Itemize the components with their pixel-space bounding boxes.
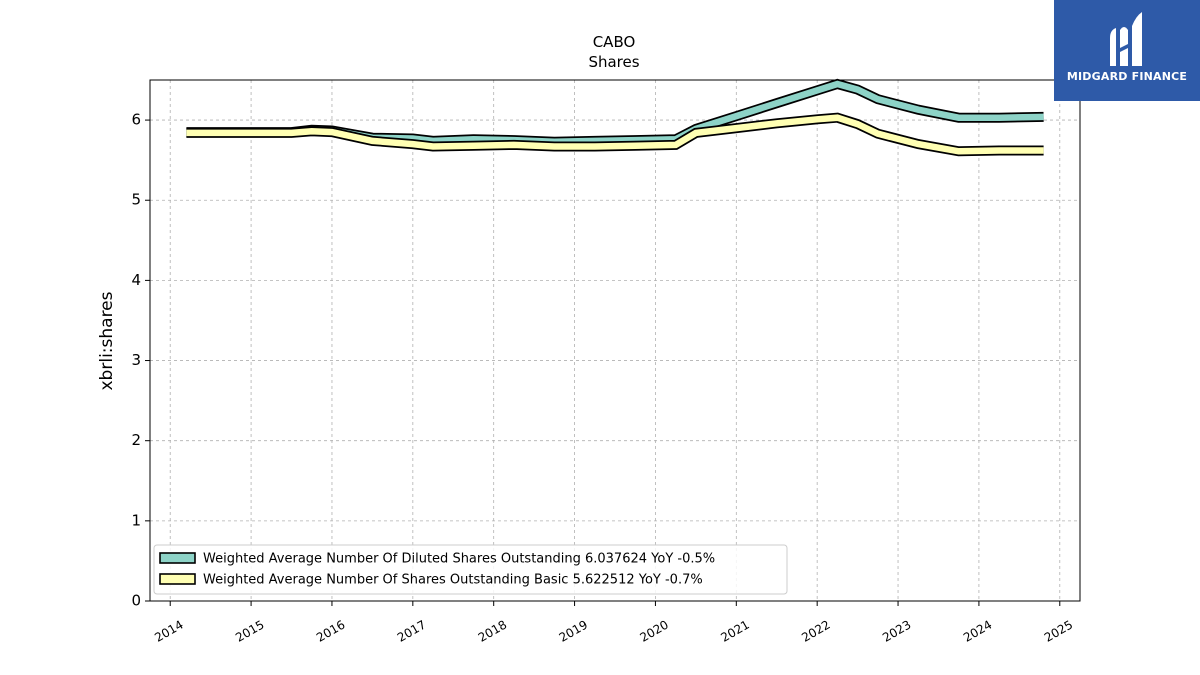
y-tick-label: 0 <box>131 592 141 610</box>
x-tick-label: 2019 <box>557 617 590 644</box>
plot-frame <box>149 79 1081 602</box>
legend-label-basic: Weighted Average Number Of Shares Outsta… <box>203 573 703 588</box>
series-1-line <box>186 114 1044 155</box>
y-tick-label: 5 <box>131 191 141 209</box>
x-tick-label: 2022 <box>799 617 832 644</box>
x-tick-label: 2025 <box>1042 617 1075 644</box>
midgard-finance-logo: MIDGARD FINANCE <box>1054 0 1200 101</box>
x-tick-label: 2020 <box>637 617 670 644</box>
x-tick-label: 2023 <box>880 617 913 644</box>
logo-mark-icon <box>1110 12 1142 66</box>
x-tick-label: 2021 <box>718 617 751 644</box>
x-tick-label: 2017 <box>395 617 428 644</box>
legend-frame <box>153 544 788 595</box>
legend-swatch-basic <box>159 573 196 585</box>
y-tick-label: 3 <box>131 351 141 369</box>
y-tick-label: 6 <box>131 111 141 129</box>
x-tick-label: 2024 <box>961 617 994 644</box>
legend: Weighted Average Number Of Diluted Share… <box>153 544 788 595</box>
x-tick-label: 2015 <box>233 617 266 644</box>
x-tick-label: 2014 <box>152 617 185 644</box>
legend-swatch-diluted <box>159 552 196 564</box>
grid-layer <box>150 80 1080 602</box>
x-tick-label: 2018 <box>476 617 509 644</box>
logo-text: MIDGARD FINANCE <box>1066 70 1188 83</box>
y-tick-label: 2 <box>131 431 141 449</box>
x-tick-label: 2016 <box>314 617 347 644</box>
y-tick-label: 4 <box>131 271 141 289</box>
series-layer <box>186 78 1044 157</box>
y-axis-label: xbrli:shares <box>97 291 117 390</box>
y-tick-label: 1 <box>131 511 141 529</box>
legend-label-diluted: Weighted Average Number Of Diluted Share… <box>203 552 715 567</box>
chart-subtitle: Shares <box>588 53 639 71</box>
chart-title: CABO <box>593 33 636 51</box>
